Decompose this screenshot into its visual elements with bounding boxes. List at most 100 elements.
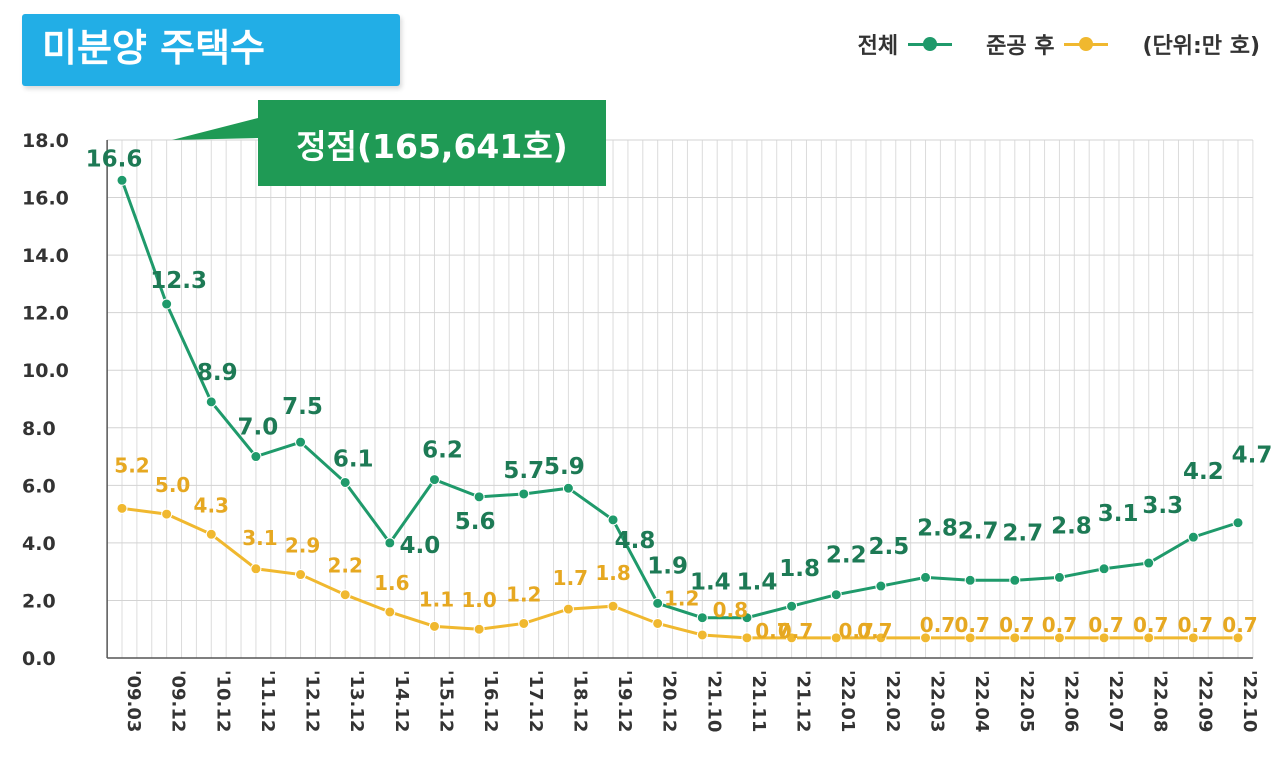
data-point-after-completion bbox=[696, 629, 708, 641]
data-label-after-completion: 0.7 bbox=[1222, 613, 1257, 637]
x-tick-label: '22.02 bbox=[882, 670, 903, 732]
data-point-after-completion bbox=[1053, 632, 1065, 644]
data-point-total bbox=[562, 482, 574, 494]
x-tick-label: '22.03 bbox=[927, 670, 948, 732]
series-line-total bbox=[120, 179, 1239, 620]
x-tick-label: '09.12 bbox=[168, 670, 189, 732]
data-point-after-completion bbox=[250, 563, 262, 575]
data-label-total: 3.1 bbox=[1098, 501, 1139, 527]
data-point-after-completion bbox=[920, 632, 932, 644]
x-tick-label: '22.01 bbox=[837, 670, 858, 732]
y-tick-label: 0.0 bbox=[22, 648, 56, 670]
x-tick-label: '22.05 bbox=[1016, 670, 1037, 732]
data-point-after-completion bbox=[875, 632, 887, 644]
x-tick-label: '22.10 bbox=[1239, 670, 1260, 732]
data-label-total: 8.9 bbox=[197, 360, 238, 386]
data-point-total bbox=[830, 589, 842, 601]
data-label-total: 5.6 bbox=[455, 509, 496, 535]
data-label-total: 2.7 bbox=[1002, 520, 1043, 546]
legend-item-after-completion: 준공 후 bbox=[986, 28, 1109, 60]
data-label-total: 2.2 bbox=[826, 543, 867, 569]
data-point-after-completion bbox=[964, 632, 976, 644]
y-tick-label: 4.0 bbox=[22, 533, 56, 555]
x-tick-label: '16.12 bbox=[480, 670, 501, 732]
y-tick-label: 2.0 bbox=[22, 590, 56, 612]
x-tick-label: '18.12 bbox=[569, 670, 590, 732]
data-label-after-completion: 0.7 bbox=[839, 619, 874, 643]
x-tick-label: '22.08 bbox=[1150, 670, 1171, 732]
legend-label-total: 전체 bbox=[857, 34, 899, 59]
data-point-total bbox=[920, 571, 932, 583]
data-point-total bbox=[1053, 571, 1065, 583]
data-label-total: 7.5 bbox=[282, 394, 323, 420]
chart-title: 미분양 주택수 bbox=[42, 26, 265, 70]
data-label-total: 3.3 bbox=[1142, 493, 1183, 519]
data-label-after-completion: 0.7 bbox=[920, 613, 955, 637]
data-point-after-completion bbox=[607, 600, 619, 612]
data-label-total: 1.4 bbox=[690, 570, 731, 596]
data-point-after-completion bbox=[384, 606, 396, 618]
legend-swatch-after-completion bbox=[1064, 37, 1109, 51]
data-point-total bbox=[741, 612, 753, 624]
data-point-after-completion bbox=[1009, 632, 1021, 644]
legend-label-after-completion: 준공 후 bbox=[986, 34, 1055, 59]
data-label-after-completion: 0.7 bbox=[778, 619, 813, 643]
unit-label: (단위:만 호) bbox=[1142, 34, 1260, 59]
data-label-total: 1.9 bbox=[647, 553, 688, 579]
data-point-total bbox=[428, 474, 440, 486]
y-tick-label: 10.0 bbox=[22, 360, 69, 382]
y-tick-label: 14.0 bbox=[22, 245, 69, 267]
data-label-total: 6.2 bbox=[422, 438, 463, 464]
data-point-total bbox=[1143, 557, 1155, 569]
data-label-total: 12.3 bbox=[150, 268, 207, 294]
x-tick-label: '22.04 bbox=[971, 670, 992, 732]
y-tick-label: 6.0 bbox=[22, 475, 56, 497]
data-label-after-completion: 1.1 bbox=[419, 587, 454, 611]
data-point-total bbox=[786, 600, 798, 612]
data-point-total bbox=[295, 436, 307, 448]
legend-swatch-total bbox=[908, 37, 953, 51]
data-label-total: 1.4 bbox=[737, 570, 778, 596]
y-tick-label: 16.0 bbox=[22, 188, 69, 210]
x-tick-label: '10.12 bbox=[212, 670, 233, 732]
data-point-after-completion bbox=[786, 632, 798, 644]
x-tick-label: '21.10 bbox=[703, 670, 724, 732]
data-point-total bbox=[964, 574, 976, 586]
data-point-after-completion bbox=[652, 617, 664, 629]
data-point-after-completion bbox=[161, 508, 173, 520]
data-label-total: 4.0 bbox=[399, 533, 440, 559]
data-point-after-completion bbox=[1187, 632, 1199, 644]
data-label-total: 2.8 bbox=[917, 515, 958, 541]
data-point-after-completion bbox=[562, 603, 574, 615]
data-label-after-completion: 1.0 bbox=[461, 588, 496, 612]
x-tick-label: '22.06 bbox=[1060, 670, 1081, 732]
x-tick-label: '15.12 bbox=[435, 670, 456, 732]
data-label-after-completion: 1.2 bbox=[664, 586, 699, 610]
x-tick-label: '19.12 bbox=[614, 670, 635, 732]
data-label-after-completion: 0.8 bbox=[713, 598, 748, 622]
data-point-after-completion bbox=[741, 632, 753, 644]
data-point-total bbox=[384, 537, 396, 549]
data-point-total bbox=[696, 612, 708, 624]
data-label-after-completion: 1.2 bbox=[506, 582, 541, 606]
data-label-after-completion: 0.7 bbox=[1088, 613, 1123, 637]
data-label-after-completion: 0.7 bbox=[1133, 613, 1168, 637]
data-point-after-completion bbox=[518, 617, 530, 629]
data-label-after-completion: 0.7 bbox=[755, 619, 790, 643]
x-tick-label: '09.03 bbox=[123, 670, 144, 732]
x-tick-label: '12.12 bbox=[302, 670, 323, 732]
data-point-total bbox=[875, 580, 887, 592]
legend: 전체 준공 후 (단위:만 호) bbox=[858, 24, 1260, 64]
x-tick-label: '22.07 bbox=[1105, 670, 1126, 732]
series-line-after-completion bbox=[121, 506, 1238, 640]
x-tick-label: '21.12 bbox=[793, 670, 814, 732]
data-label-total: 6.1 bbox=[333, 446, 374, 472]
data-point-total bbox=[1009, 574, 1021, 586]
data-label-total: 2.7 bbox=[958, 518, 999, 544]
data-point-after-completion bbox=[830, 632, 842, 644]
data-point-after-completion bbox=[116, 502, 128, 514]
data-label-total: 5.7 bbox=[503, 458, 544, 484]
y-tick-label: 8.0 bbox=[22, 418, 56, 440]
